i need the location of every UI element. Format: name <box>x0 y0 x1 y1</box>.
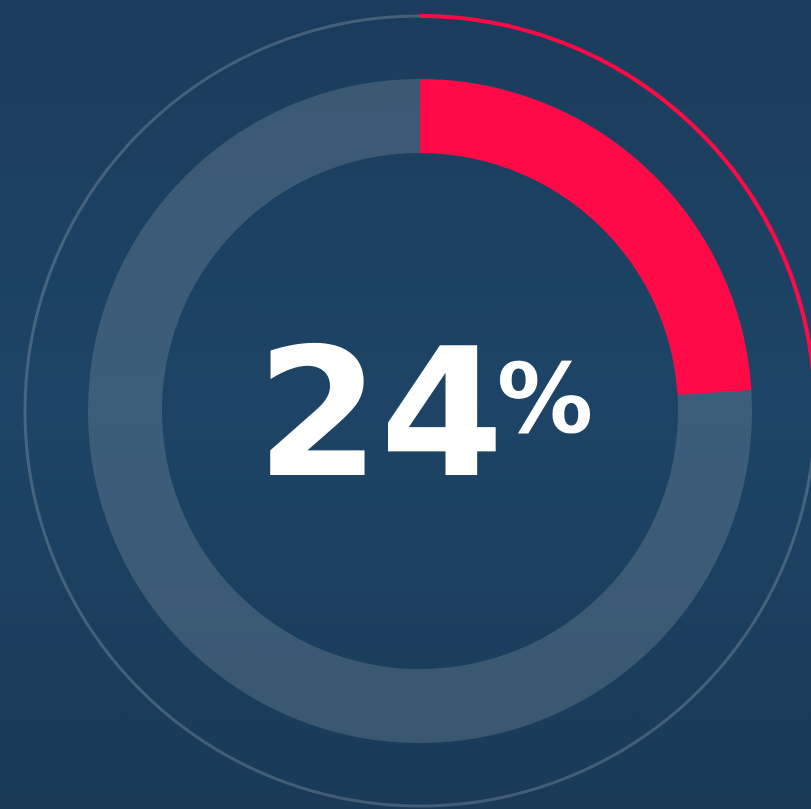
unit-text: % <box>497 343 593 455</box>
outer-arc <box>419 14 811 372</box>
inner-arc <box>419 79 752 396</box>
value-text: 24 <box>256 310 504 517</box>
arcs <box>419 14 811 396</box>
